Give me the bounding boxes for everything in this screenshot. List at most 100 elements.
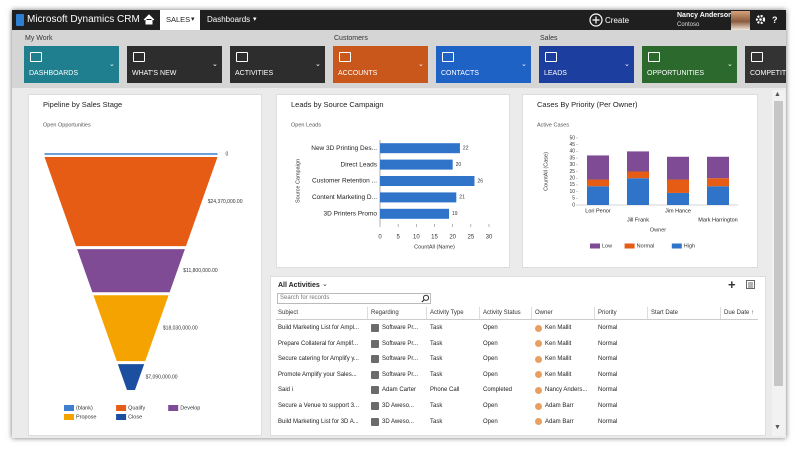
column-header[interactable]: Owner	[535, 310, 553, 316]
tile-label: COMPETITORS	[750, 70, 786, 77]
grid-cell: Normal	[598, 340, 618, 347]
create-label[interactable]: Create	[605, 16, 630, 25]
scroll-up[interactable]: ▲	[774, 91, 781, 98]
grid-cell: Nancy Anders...	[545, 387, 588, 394]
area-label: SALES	[166, 15, 191, 24]
nav-tile[interactable]: OPPORTUNITIES ⌄	[642, 46, 737, 83]
grid-cell[interactable]: Software Pr...	[382, 340, 419, 347]
nav-tile[interactable]: WHAT'S NEW ⌄	[127, 46, 222, 83]
grid-cell[interactable]: Software Pr...	[382, 325, 419, 331]
grid-cell: Open	[483, 325, 498, 331]
column-separator	[426, 307, 427, 319]
grid-cell[interactable]: Build Marketing List for Ampl...	[278, 325, 360, 331]
grid-cell: Ken Mallit	[545, 371, 572, 378]
grid-cell[interactable]: Promote Amplify your Sales...	[278, 371, 357, 378]
avatar[interactable]	[731, 11, 750, 30]
add-button[interactable]: +	[728, 277, 736, 292]
grid-cell: Open	[483, 418, 498, 425]
grid-menu-icon[interactable]	[746, 280, 755, 289]
tile-chevron[interactable]: ⌄	[521, 61, 527, 68]
record-icon	[371, 386, 379, 395]
scroll-thumb[interactable]	[774, 101, 783, 386]
search-placeholder[interactable]: Search for records	[280, 295, 330, 301]
view-chevron[interactable]: ⌄	[322, 281, 328, 288]
tile-label: ACTIVITIES	[235, 70, 274, 77]
grid-cell: Normal	[598, 387, 618, 394]
grid-cell[interactable]: 3D Aweso...	[382, 418, 414, 425]
grid-cell: Normal	[598, 356, 618, 363]
area-tab[interactable]	[160, 10, 200, 30]
nav-tile[interactable]: ACTIVITIES ⌄	[230, 46, 325, 83]
grid-cell[interactable]: 3D Aweso...	[382, 403, 414, 409]
grid-cell: Completed	[483, 387, 513, 394]
app-name: Microsoft Dynamics CRM	[27, 14, 140, 25]
tile-label: LEADS	[544, 70, 567, 77]
column-header[interactable]: Subject	[278, 310, 299, 316]
owner-icon	[535, 324, 542, 332]
column-header[interactable]: Priority	[598, 310, 617, 316]
column-header[interactable]: Start Date	[651, 310, 679, 316]
tile-icon	[648, 52, 660, 62]
grid-cell: Ken Mallit	[545, 356, 572, 363]
grid-cell: Task	[430, 325, 443, 331]
column-separator	[720, 307, 721, 319]
settings-icon[interactable]	[755, 14, 766, 25]
owner-icon	[535, 402, 542, 410]
home-icon[interactable]	[143, 14, 155, 25]
section-label[interactable]: Dashboards	[207, 15, 251, 24]
tile-label: CONTACTS	[441, 70, 479, 77]
tile-icon	[30, 52, 42, 62]
tile-icon	[442, 52, 454, 62]
tile-chevron[interactable]: ⌄	[624, 61, 630, 68]
tile-chevron[interactable]: ⌄	[418, 61, 424, 68]
tile-icon	[339, 52, 351, 62]
tile-chevron[interactable]: ⌄	[727, 61, 733, 68]
grid-cell: Ken Mallit	[545, 340, 572, 347]
grid-cell[interactable]: Secure a Venue to support 3...	[278, 403, 360, 409]
column-separator	[531, 307, 532, 319]
owner-icon	[535, 386, 542, 394]
grid-header-line	[276, 319, 758, 320]
nav-tile[interactable]: CONTACTS ⌄	[436, 46, 531, 83]
user-name[interactable]: Nancy Anderson	[677, 12, 733, 19]
record-icon	[371, 355, 379, 364]
nav-tile[interactable]: COMPETITORS	[745, 46, 786, 83]
tile-icon	[751, 52, 763, 62]
grid-cell: Ken Mallit	[545, 325, 572, 331]
panel	[28, 94, 262, 436]
tile-chevron[interactable]: ⌄	[109, 61, 115, 68]
column-header[interactable]: Due Date	[724, 310, 750, 316]
grid-cell[interactable]: Said i	[278, 387, 294, 394]
column-header[interactable]: Regarding	[371, 310, 399, 316]
grid-cell[interactable]: Software Pr...	[382, 371, 419, 378]
nav-tile[interactable]: ACCOUNTS ⌄	[333, 46, 428, 83]
search-box[interactable]	[277, 293, 431, 304]
column-separator	[647, 307, 648, 319]
search-icon[interactable]	[421, 294, 430, 303]
help-icon[interactable]: ?	[772, 15, 778, 25]
column-header[interactable]: Activity Type	[430, 310, 464, 316]
tile-chevron[interactable]: ⌄	[212, 61, 218, 68]
tile-chevron[interactable]: ⌄	[315, 61, 321, 68]
grid-cell[interactable]: Build Marketing List for 3D A...	[278, 418, 359, 425]
tile-label: WHAT'S NEW	[132, 70, 177, 77]
owner-icon	[535, 340, 542, 348]
nav-tile[interactable]: LEADS ⌄	[539, 46, 634, 83]
grid-cell[interactable]: Software Pr...	[382, 356, 419, 363]
grid-title[interactable]: All Activities	[278, 282, 320, 289]
create-icon[interactable]	[589, 13, 603, 27]
grid-cell[interactable]: Adam Carter	[382, 387, 417, 394]
nav-group-label: My Work	[25, 35, 53, 42]
column-header[interactable]: Activity Status	[483, 310, 521, 316]
owner-icon	[535, 418, 542, 426]
grid-cell: Open	[483, 371, 498, 378]
grid-cell[interactable]: Secure catering for Amplify y...	[278, 356, 359, 363]
nav-tile[interactable]: DASHBOARDS ⌄	[24, 46, 119, 83]
grid-cell: Task	[430, 356, 443, 363]
tile-icon	[133, 52, 145, 62]
grid-cell[interactable]: Prepare Collateral for Amplif...	[278, 340, 359, 347]
scroll-down[interactable]: ▼	[774, 424, 781, 431]
sort-icon: ↑	[751, 310, 754, 316]
record-icon	[371, 417, 379, 426]
